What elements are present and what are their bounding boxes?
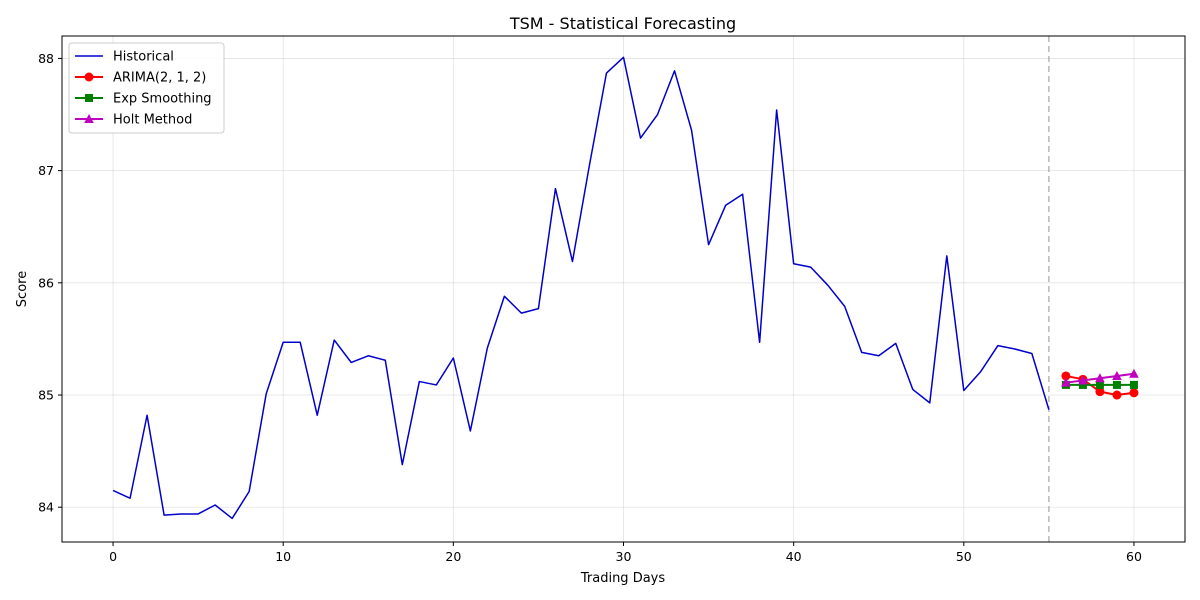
x-tick-label: 60 (1126, 549, 1142, 564)
legend-item: ARIMA(2, 1, 2) (75, 71, 206, 86)
y-tick-label: 86 (38, 275, 54, 290)
y-axis-label: Score (15, 271, 30, 307)
data-point-holt-method (1078, 375, 1088, 385)
data-point-arima-2-1-2 (1061, 371, 1071, 381)
data-point-exp-smoothing (1078, 380, 1087, 389)
x-axis-ticks: 0 10 20 30 40 50 60 (109, 542, 1142, 564)
legend-item: Holt Method (75, 113, 192, 128)
series-historical (112, 56, 1050, 520)
x-tick-label: 50 (956, 549, 972, 564)
data-point-holt-method (1061, 377, 1071, 387)
legend-marker (84, 72, 94, 82)
series-line-historical (112, 56, 1050, 520)
series-layer (112, 56, 1139, 520)
legend-label: ARIMA(2, 1, 2) (113, 71, 206, 86)
data-point-arima-2-1-2 (1129, 388, 1139, 398)
data-point-holt-method (1129, 368, 1139, 378)
legend-box (68, 42, 225, 134)
legend-marker (84, 114, 94, 123)
x-tick-label: 10 (275, 549, 291, 564)
data-point-exp-smoothing (1112, 380, 1121, 389)
y-tick-label: 87 (38, 163, 54, 178)
x-axis-label: Trading Days (580, 571, 665, 586)
legend-marker (85, 94, 93, 102)
legend-item: Exp Smoothing (75, 92, 212, 107)
series-holt-method (1061, 368, 1139, 387)
data-point-exp-smoothing (1129, 380, 1138, 389)
y-tick-label: 88 (38, 51, 54, 66)
data-point-holt-method (1112, 370, 1122, 380)
legend-item: Historical (75, 50, 174, 65)
grid-lines (62, 36, 1185, 542)
x-tick-label: 40 (786, 549, 802, 564)
y-tick-label: 85 (38, 388, 54, 403)
data-point-holt-method (1095, 373, 1105, 383)
x-tick-label: 30 (616, 549, 632, 564)
x-tick-label: 20 (445, 549, 461, 564)
legend-label: Historical (113, 50, 174, 65)
legend-label: Holt Method (113, 113, 192, 128)
y-axis-ticks: 84 85 86 87 88 (38, 51, 62, 515)
legend: Historical ARIMA(2, 1, 2) Exp Smoothing Hol… (68, 42, 225, 134)
x-tick-label: 0 (109, 549, 117, 564)
chart-title: TSM - Statistical Forecasting (509, 14, 736, 33)
y-tick-label: 84 (38, 500, 54, 515)
data-point-arima-2-1-2 (1095, 387, 1105, 397)
data-point-arima-2-1-2 (1112, 390, 1122, 400)
data-point-exp-smoothing (1095, 380, 1104, 389)
legend-label: Exp Smoothing (113, 92, 212, 107)
series-arima-2-1-2 (1061, 371, 1139, 400)
